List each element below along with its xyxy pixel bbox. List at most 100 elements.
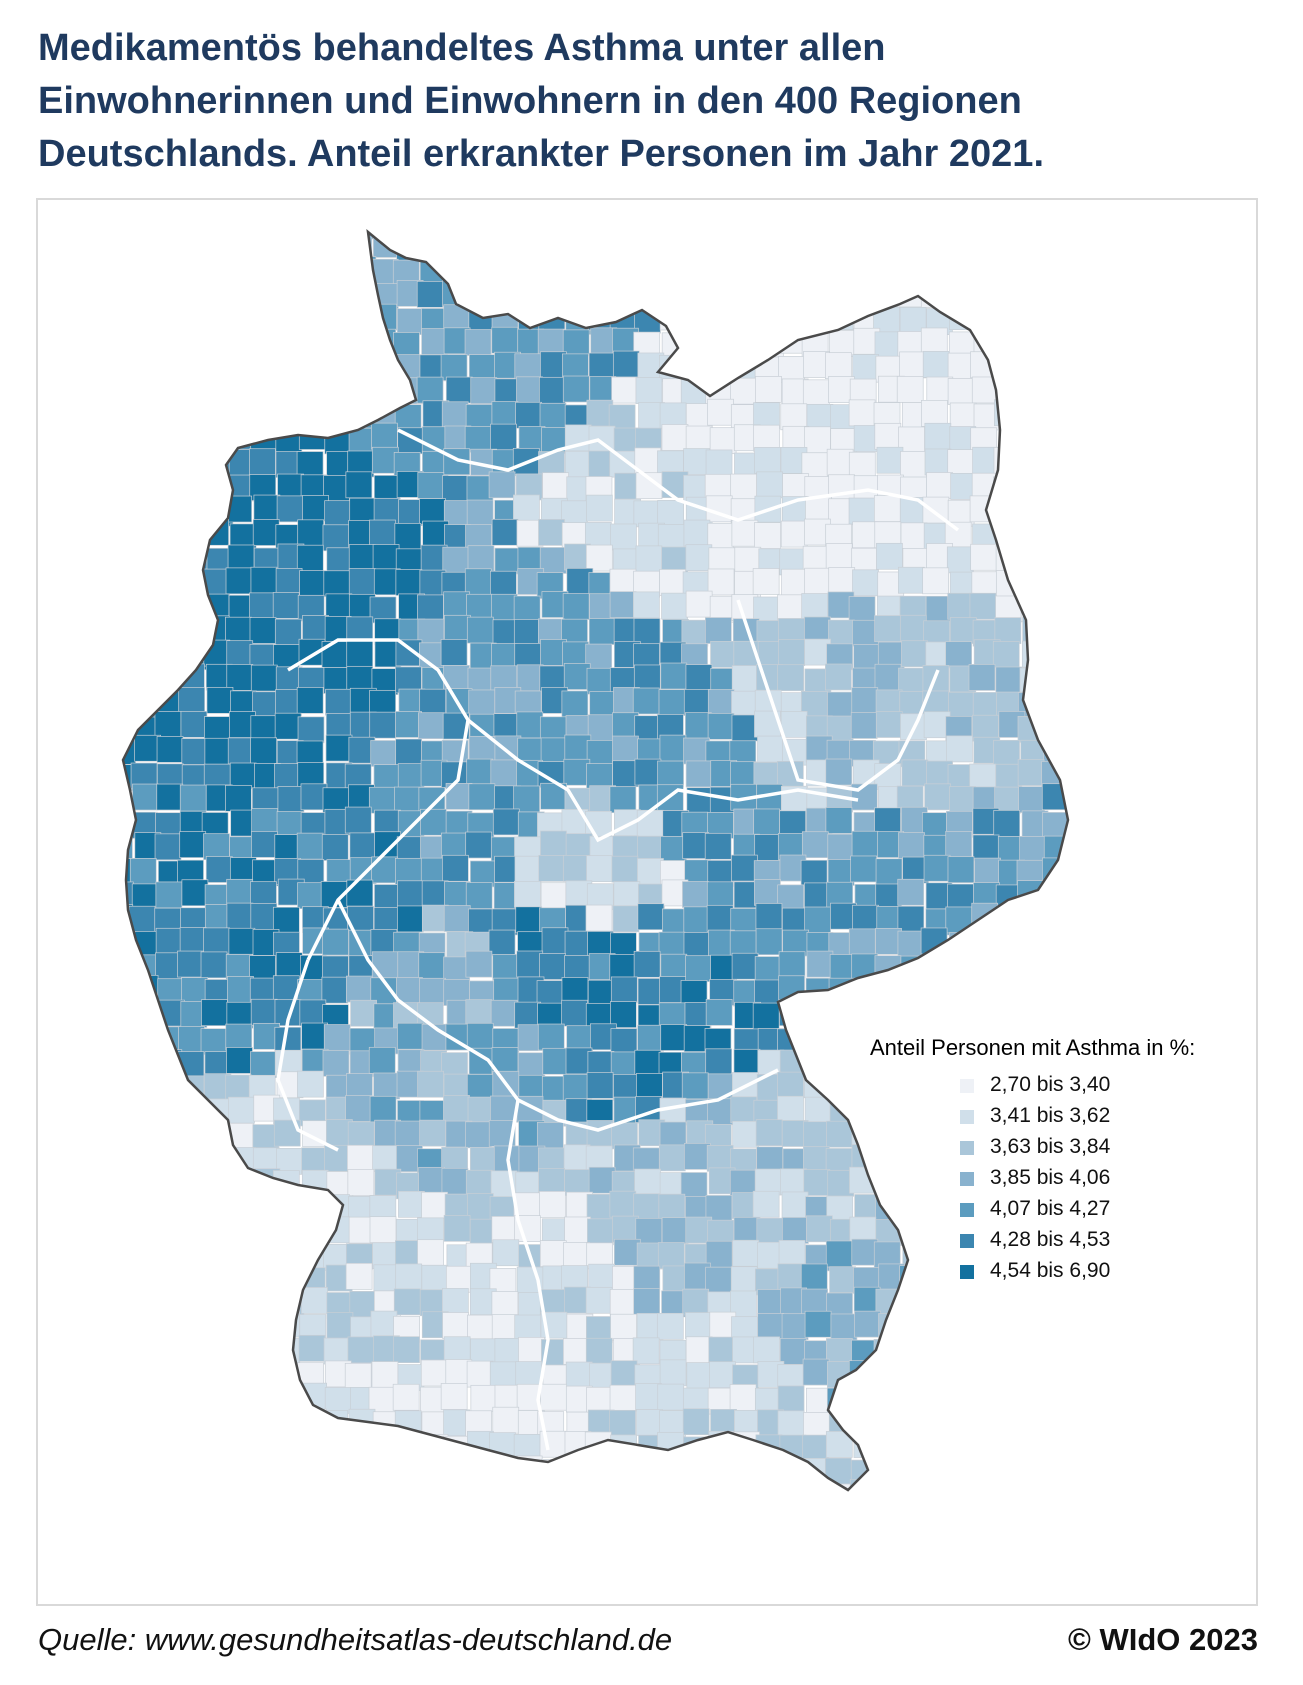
- region-cell: [397, 905, 424, 933]
- region-cell: [1069, 261, 1095, 287]
- region-cell: [489, 1361, 517, 1389]
- region-cell: [685, 544, 713, 572]
- region-cell: [730, 473, 758, 501]
- region-cell: [922, 665, 950, 692]
- region-cell: [561, 1482, 589, 1490]
- region-cell: [611, 1122, 638, 1150]
- region-cell: [944, 1388, 972, 1415]
- region-cell: [182, 1360, 210, 1388]
- region-cell: [1020, 1458, 1048, 1486]
- region-cell: [123, 400, 132, 428]
- region-cell: [730, 329, 758, 357]
- region-cell: [200, 1028, 228, 1056]
- region-cell: [326, 1311, 354, 1339]
- title-line-2: Einwohnerinnen und Einwohnern in den 400…: [38, 80, 1022, 122]
- region-cell: [996, 235, 1024, 262]
- region-cell: [923, 1316, 951, 1344]
- region-cell: [921, 979, 949, 1007]
- region-cell: [660, 662, 688, 690]
- region-cell: [921, 812, 949, 840]
- region-cell: [1042, 1382, 1068, 1410]
- region-cell: [925, 1432, 952, 1460]
- region-cell: [418, 952, 446, 980]
- region-cell: [349, 304, 377, 331]
- region-cell: [346, 640, 374, 667]
- region-cell: [1044, 879, 1068, 907]
- region-cell: [849, 980, 877, 1008]
- region-cell: [632, 687, 660, 715]
- region-cell: [1066, 833, 1068, 861]
- region-cell: [1020, 570, 1048, 598]
- region-cell: [250, 1291, 278, 1319]
- region-cell: [754, 879, 781, 906]
- region-cell: [825, 807, 853, 834]
- region-cell: [393, 1336, 420, 1364]
- region-cell: [324, 235, 352, 263]
- region-cell: [133, 1075, 160, 1103]
- region-cell: [250, 998, 278, 1026]
- region-cell: [804, 1096, 832, 1124]
- region-cell: [828, 567, 856, 594]
- title-line-3: Deutschlands. Anteil erkrankter Personen…: [38, 133, 1044, 175]
- region-cell: [1067, 471, 1068, 499]
- region-cell: [205, 1385, 233, 1413]
- region-cell: [710, 255, 737, 283]
- region-cell: [1018, 353, 1046, 380]
- region-cell: [973, 1480, 1000, 1490]
- region-cell: [609, 1409, 636, 1437]
- region-cell: [921, 1385, 949, 1412]
- region-cell: [778, 1460, 806, 1488]
- region-cell: [1064, 615, 1068, 643]
- region-cell: [180, 1123, 208, 1151]
- region-cell: [488, 471, 516, 499]
- region-cell: [827, 691, 854, 719]
- region-cell: [1018, 1483, 1046, 1490]
- region-cell: [1070, 1001, 1096, 1027]
- region-cell: [874, 663, 902, 691]
- region-cell: [899, 351, 926, 379]
- region-cell: [850, 232, 878, 238]
- region-cell: [1045, 398, 1068, 426]
- region-cell: [800, 859, 828, 887]
- region-cell: [132, 783, 159, 811]
- region-cell: [301, 1287, 328, 1314]
- region-cell: [972, 1455, 1000, 1483]
- region-cell: [371, 951, 399, 979]
- region-cell: [682, 308, 710, 335]
- region-cell: [130, 259, 158, 287]
- region-cell: [924, 954, 952, 982]
- region-cell: [1041, 571, 1068, 598]
- region-cell: [562, 854, 590, 882]
- region-cell: [344, 806, 372, 834]
- region-cell: [369, 1430, 397, 1458]
- region-cell: [464, 568, 492, 596]
- legend-item: 4,28 bis 4,53: [870, 1228, 1240, 1259]
- region-cell: [369, 519, 396, 547]
- region-cell: [153, 1196, 181, 1224]
- region-cell: [899, 1387, 926, 1415]
- region-cell: [131, 400, 158, 428]
- region-cell: [1044, 1483, 1068, 1490]
- region-cell: [972, 692, 1000, 719]
- region-cell: [633, 591, 660, 619]
- region-cell: [468, 1459, 495, 1487]
- region-cell: [1041, 232, 1068, 235]
- region-cell: [562, 1456, 590, 1484]
- region-cell: [609, 283, 636, 311]
- region-cell: [780, 306, 808, 334]
- region-cell: [875, 232, 903, 238]
- region-cell: [851, 1001, 879, 1028]
- region-cell: [201, 1167, 229, 1195]
- region-cell: [632, 1337, 660, 1365]
- region-cell: [633, 1454, 661, 1482]
- region-cell: [441, 401, 469, 429]
- region-cell: [610, 1313, 637, 1341]
- region-cell: [297, 519, 325, 547]
- region-cell: [998, 283, 1026, 311]
- region-cell: [801, 232, 829, 260]
- region-cell: [730, 232, 758, 259]
- region-cell: [225, 304, 252, 332]
- region-cell: [123, 329, 138, 357]
- region-cell: [828, 619, 855, 647]
- region-cell: [540, 1383, 567, 1411]
